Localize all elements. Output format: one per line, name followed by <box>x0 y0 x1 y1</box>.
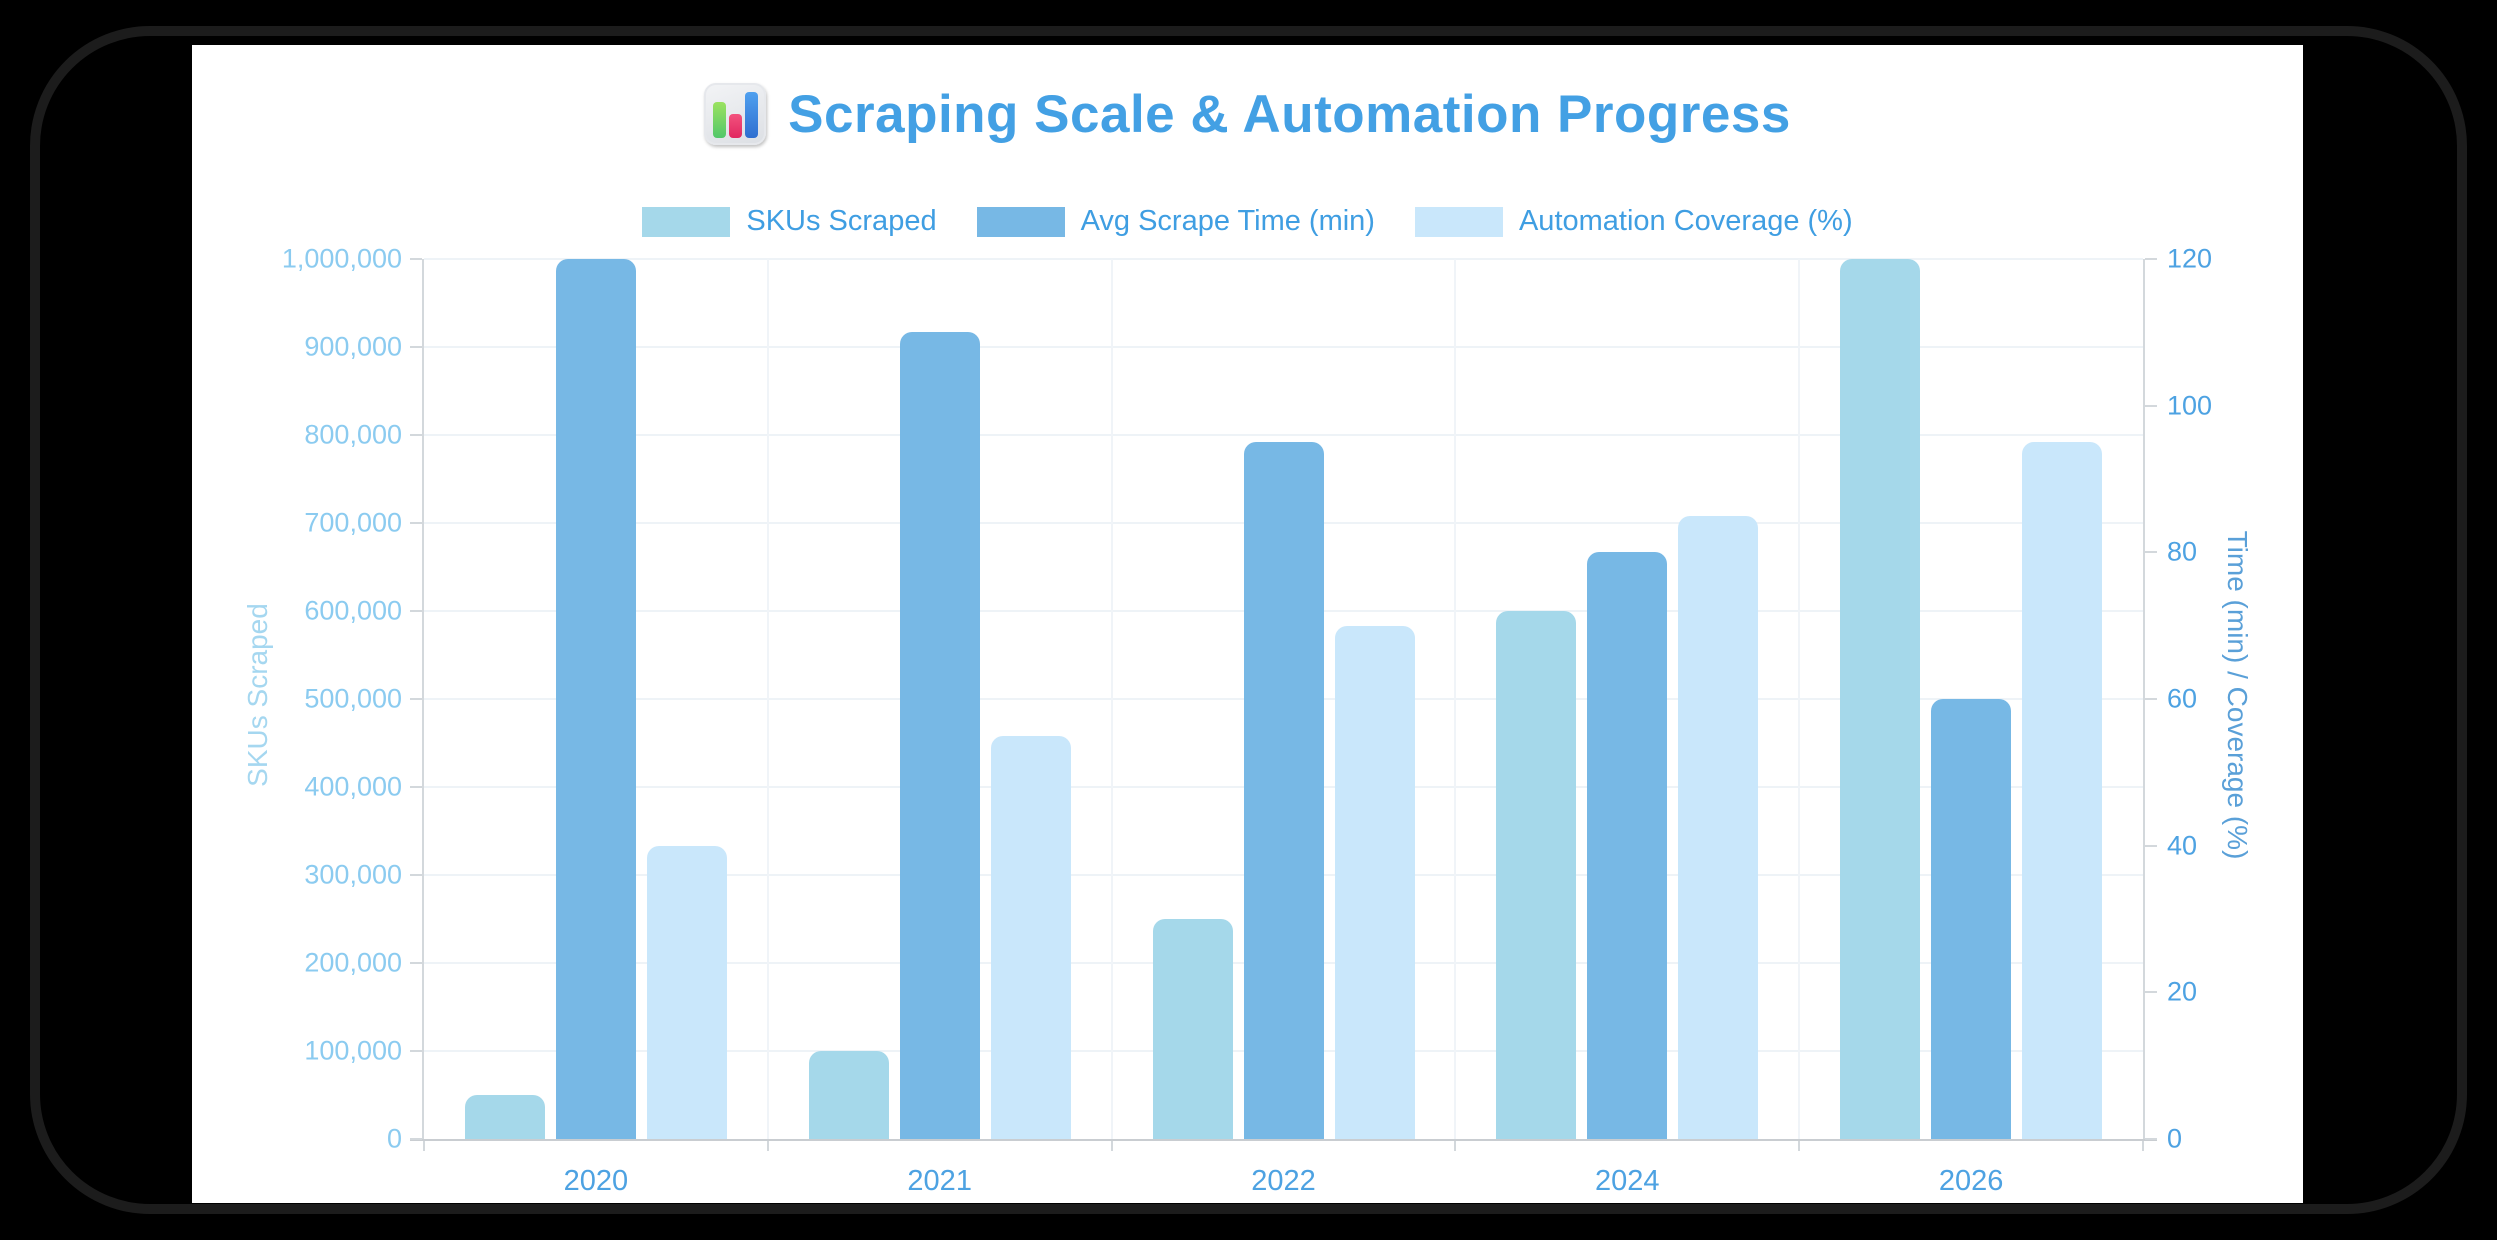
left-axis-tick-label: 700,000 <box>304 507 402 538</box>
vertical-gridline <box>766 259 769 1139</box>
left-axis-tick-mark <box>410 1138 422 1140</box>
left-axis-tick-label: 1,000,000 <box>281 243 402 274</box>
legend-item-skus-scraped[interactable]: SKUs Scraped <box>642 205 937 238</box>
x-axis-tick-mark <box>1110 1141 1113 1151</box>
left-axis-tick-label: 0 <box>386 1123 402 1154</box>
right-axis-tick-label: 20 <box>2167 976 2198 1007</box>
legend-swatch <box>976 206 1065 237</box>
right-axis-tick-label: 80 <box>2167 536 2198 567</box>
left-axis-tick-label: 100,000 <box>304 1035 402 1066</box>
emoji-green-bar <box>713 102 727 138</box>
bar-avg-scrape-time-min-2022[interactable] <box>1243 442 1324 1139</box>
bar-avg-scrape-time-min-2021[interactable] <box>899 332 980 1139</box>
right-axis-tick-mark <box>2145 844 2157 847</box>
chart-card: Scraping Scale & Automation Progress SKU… <box>192 45 2303 1203</box>
left-axis-tick-label: 800,000 <box>304 419 402 450</box>
right-axis-line <box>2143 259 2145 1139</box>
horizontal-gridline <box>424 346 2143 348</box>
right-axis-title: Time (min) / Coverage (%) <box>2222 530 2253 860</box>
horizontal-gridline <box>424 258 2143 260</box>
bar-automation-coverage-2022[interactable] <box>1334 625 1415 1139</box>
left-axis-tick-mark <box>410 610 422 612</box>
left-axis-tick-mark <box>410 434 422 436</box>
x-axis-line <box>410 1139 2157 1141</box>
left-axis-tick-label: 600,000 <box>304 595 402 626</box>
left-axis-tick-mark <box>410 962 422 964</box>
bar-automation-coverage-2024[interactable] <box>1678 515 1759 1139</box>
x-axis-tick-mark <box>1798 1141 1801 1151</box>
left-axis-tick-mark <box>410 1050 422 1052</box>
bar-automation-coverage-2020[interactable] <box>646 845 727 1139</box>
bar-skus-scraped-2021[interactable] <box>808 1051 889 1139</box>
plot-area: 0 100,000 200,000 300,000 400,000 500,000 600,… <box>282 244 2212 1198</box>
right-axis-tick-mark <box>2145 1138 2157 1140</box>
x-axis-label-2026: 2026 <box>1938 1165 2004 1197</box>
vertical-gridline <box>1454 259 1457 1139</box>
bar-chart-emoji-icon <box>704 83 767 145</box>
chart-header: Scraping Scale & Automation Progress <box>192 83 2303 145</box>
vertical-gridline <box>1798 259 1801 1139</box>
left-axis-tick-label: 200,000 <box>304 947 402 978</box>
right-axis-tick-label: 100 <box>2167 390 2213 421</box>
bar-skus-scraped-2020[interactable] <box>464 1095 545 1139</box>
bar-skus-scraped-2024[interactable] <box>1496 611 1577 1139</box>
chart-legend: SKUs Scraped Avg Scrape Time (min) Automat… <box>192 205 2303 238</box>
right-axis-tick-mark <box>2145 404 2157 407</box>
left-axis-tick-mark <box>410 346 422 348</box>
vertical-gridline <box>1110 259 1113 1139</box>
left-axis-line <box>422 259 424 1139</box>
legend-label: Automation Coverage (%) <box>1518 205 1853 237</box>
bar-skus-scraped-2022[interactable] <box>1152 919 1233 1139</box>
x-axis-tick-mark <box>2142 1141 2144 1151</box>
x-axis-label-2020: 2020 <box>563 1165 629 1197</box>
left-axis-tick-mark <box>410 786 422 788</box>
x-axis-label-2024: 2024 <box>1595 1165 1660 1197</box>
legend-item-automation-coverage[interactable]: Automation Coverage (%) <box>1414 205 1853 238</box>
legend-label: SKUs Scraped <box>746 205 937 237</box>
right-axis-tick-mark <box>2145 551 2157 554</box>
x-axis-label-2022: 2022 <box>1251 1165 1316 1197</box>
left-axis-tick-mark <box>410 258 422 260</box>
left-axis-tick-label: 300,000 <box>304 859 402 890</box>
chart-title: Scraping Scale & Automation Progress <box>788 84 1791 144</box>
left-axis-title: SKUs Scraped <box>242 603 273 787</box>
legend-swatch <box>642 206 731 237</box>
right-axis-tick-label: 120 <box>2167 243 2213 274</box>
left-axis-tick-label: 500,000 <box>304 683 402 714</box>
right-axis-tick-mark <box>2145 698 2157 700</box>
left-axis-tick-label: 900,000 <box>304 331 402 362</box>
bar-avg-scrape-time-min-2024[interactable] <box>1587 552 1668 1139</box>
left-axis-tick-mark <box>410 698 422 700</box>
legend-item-avg-scrape-time-min[interactable]: Avg Scrape Time (min) <box>976 205 1375 238</box>
right-axis-tick-label: 60 <box>2167 683 2198 714</box>
x-axis-tick-mark <box>766 1141 769 1151</box>
legend-label: Avg Scrape Time (min) <box>1080 205 1375 237</box>
bar-automation-coverage-2026[interactable] <box>2022 442 2103 1139</box>
bar-avg-scrape-time-min-2020[interactable] <box>555 259 636 1139</box>
x-axis-tick-mark <box>1454 1141 1457 1151</box>
left-axis-tick-mark <box>410 874 422 876</box>
right-axis-tick-label: 0 <box>2167 1123 2183 1154</box>
legend-swatch <box>1414 206 1503 237</box>
emoji-pink-bar <box>729 114 743 138</box>
bar-avg-scrape-time-min-2026[interactable] <box>1931 699 2012 1139</box>
right-axis-tick-mark <box>2145 991 2157 994</box>
left-axis-tick-mark <box>410 522 422 524</box>
emoji-blue-bar <box>745 92 759 138</box>
bar-automation-coverage-2021[interactable] <box>990 735 1071 1139</box>
x-axis-tick-mark <box>423 1141 425 1151</box>
right-axis-tick-label: 40 <box>2167 830 2198 861</box>
left-axis-tick-label: 400,000 <box>304 771 402 802</box>
right-axis-tick-mark <box>2145 258 2157 260</box>
bar-skus-scraped-2026[interactable] <box>1840 259 1921 1139</box>
horizontal-gridline <box>424 434 2143 436</box>
x-axis-label-2021: 2021 <box>907 1165 972 1197</box>
